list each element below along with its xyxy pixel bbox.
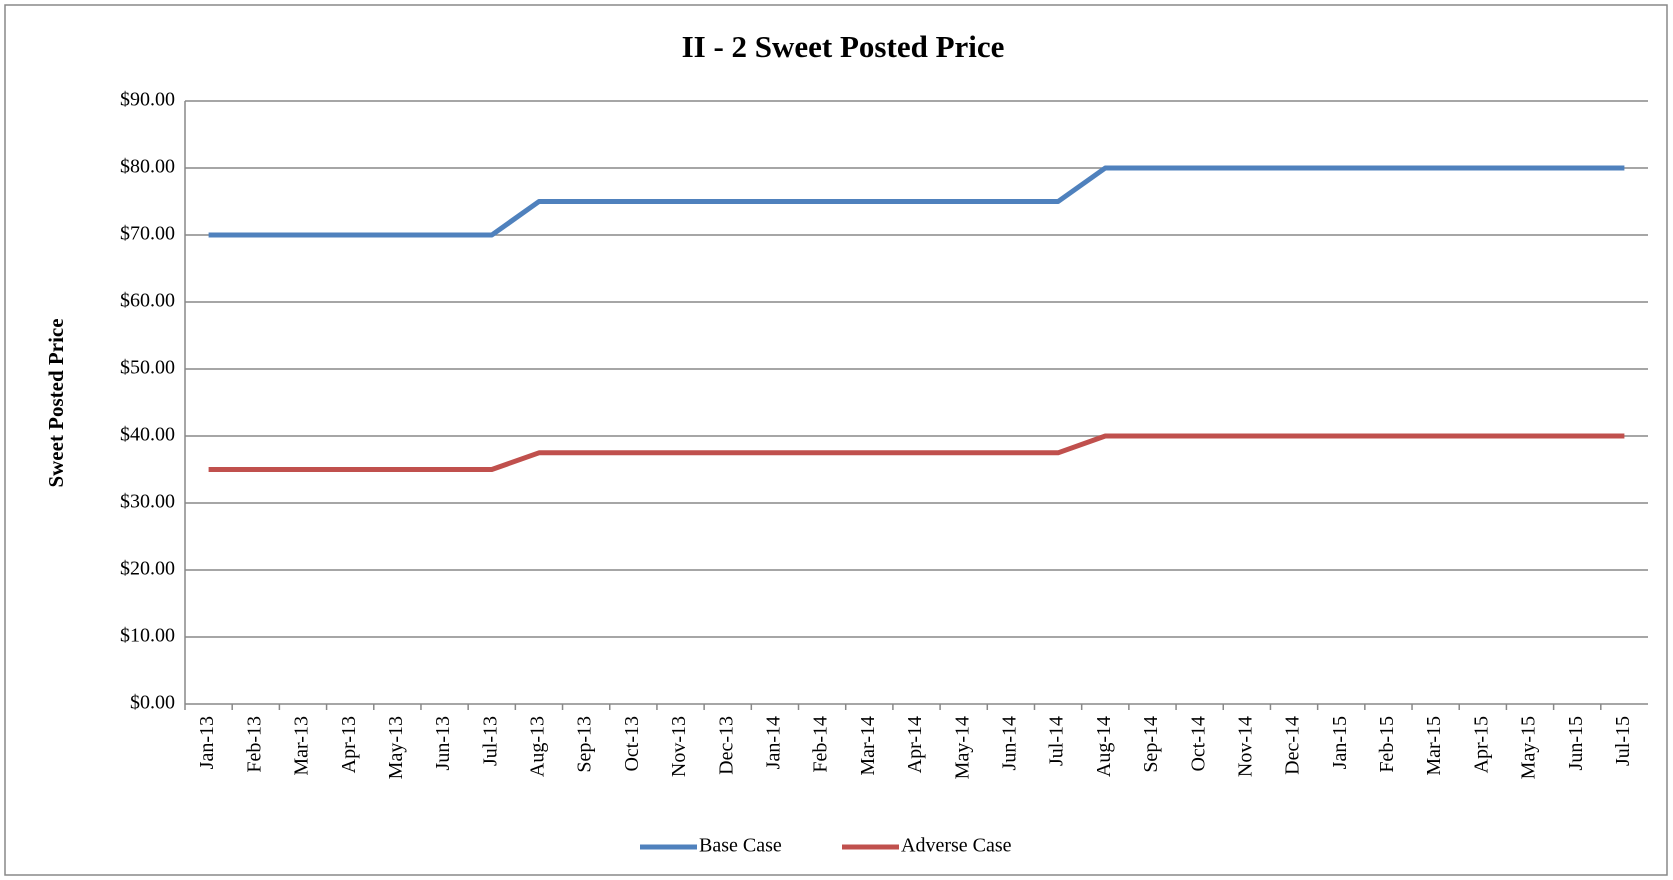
series-line: [208, 433, 1625, 472]
y-axis-label: Sweet Posted Price: [44, 318, 68, 487]
x-tick-label: May-13: [385, 716, 407, 779]
y-tick-label: $10.00: [120, 625, 175, 647]
x-tick-label: Feb-13: [243, 716, 265, 773]
y-tick-label: $30.00: [120, 491, 175, 513]
chart-title: II - 2 Sweet Posted Price: [682, 29, 1005, 64]
x-tick-label: Apr-14: [904, 716, 926, 773]
x-tick-label: Nov-13: [668, 716, 690, 777]
x-tick-label: Jun-15: [1565, 716, 1587, 770]
series-line: [208, 165, 1625, 238]
x-tick-label: Feb-14: [810, 716, 832, 773]
x-tick-label: Jun-13: [432, 716, 454, 770]
x-tick-label: May-14: [951, 716, 973, 779]
chart-frame: [4, 4, 1668, 876]
x-tick-label: Dec-14: [1282, 716, 1304, 775]
x-tick-label: Apr-13: [338, 716, 360, 773]
x-tick-label: Apr-15: [1470, 716, 1492, 773]
y-tick-label: $40.00: [120, 424, 175, 446]
legend-label: Base Case: [699, 835, 782, 857]
x-tick-label: Jan-15: [1329, 716, 1351, 769]
y-tick-label: $90.00: [120, 89, 175, 111]
y-tick-label: $0.00: [130, 692, 175, 714]
x-tick-label: Nov-14: [1234, 716, 1256, 777]
y-tick-label: $60.00: [120, 290, 175, 312]
x-tick-label: Oct-13: [621, 716, 643, 772]
x-tick-label: Feb-15: [1376, 716, 1398, 773]
y-tick-label: $20.00: [120, 558, 175, 580]
x-tick-label: Sep-14: [1140, 716, 1162, 773]
x-tick-label: Jan-14: [763, 716, 785, 769]
x-tick-label: May-15: [1518, 716, 1540, 779]
x-tick-label: Jul-14: [1046, 716, 1068, 766]
x-tick-label: Jul-15: [1612, 716, 1634, 766]
x-tick-label: Mar-13: [291, 716, 313, 776]
x-tick-label: Aug-14: [1093, 716, 1115, 777]
x-tick-label: Mar-14: [857, 716, 879, 776]
x-tick-label: Mar-15: [1423, 716, 1445, 776]
y-tick-label: $80.00: [120, 156, 175, 178]
y-tick-label: $50.00: [120, 357, 175, 379]
x-tick-label: Sep-13: [574, 716, 596, 773]
x-tick-label: Jun-14: [998, 716, 1020, 770]
x-tick-label: Aug-13: [527, 716, 549, 777]
x-tick-label: Dec-13: [715, 716, 737, 775]
y-tick-label: $70.00: [120, 223, 175, 245]
x-tick-label: Jan-13: [196, 716, 218, 769]
x-tick-label: Jul-13: [479, 716, 501, 766]
x-tick-label: Oct-14: [1187, 716, 1209, 772]
legend-label: Adverse Case: [901, 835, 1012, 857]
